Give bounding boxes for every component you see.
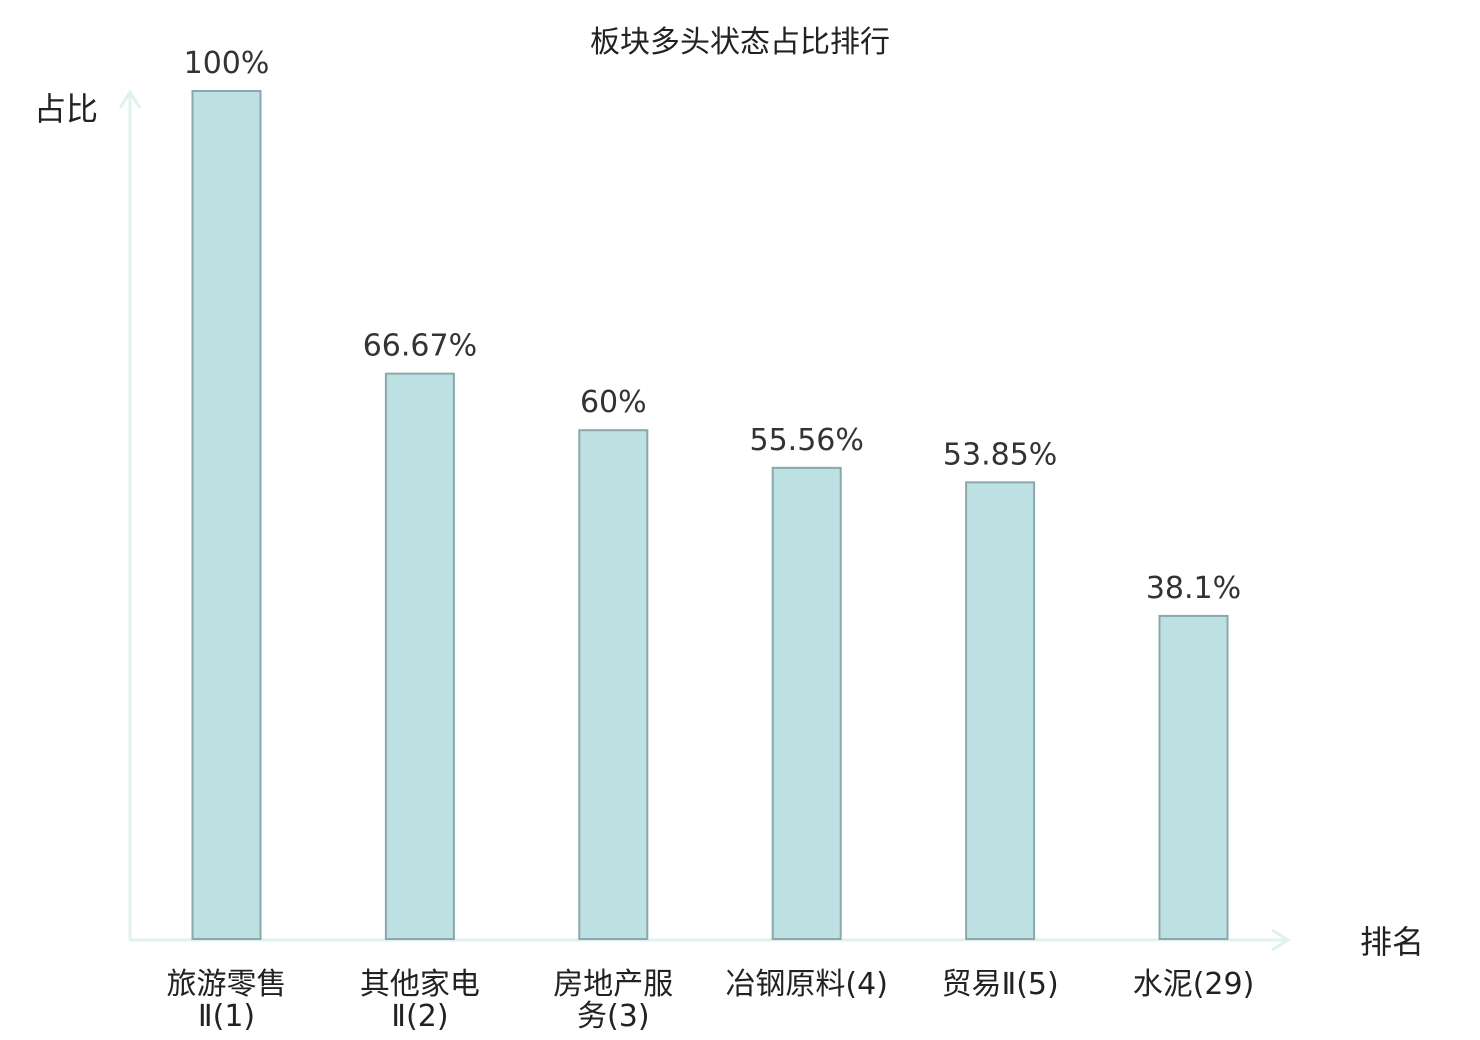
bars-group [191, 90, 1229, 940]
category-label-line: Ⅱ(1) [198, 999, 255, 1034]
category-label-line: 水泥(29) [1133, 967, 1255, 1002]
value-label-2: 66.67% [363, 329, 477, 364]
category-label-line: 其他家电 [360, 967, 480, 1002]
chart-title: 板块多头状态占比排行 [590, 25, 890, 60]
bar-6 [1158, 614, 1229, 940]
value-label-1: 100% [184, 46, 270, 81]
value-label-3: 60% [580, 385, 647, 420]
category-label-6: 水泥(29) [1133, 967, 1255, 1002]
category-label-line: 房地产服 [553, 967, 673, 1002]
category-label-3: 房地产服务(3) [553, 967, 673, 1034]
category-label-line: 冶钢原料(4) [725, 967, 888, 1002]
category-label-1: 旅游零售 Ⅱ(1) [167, 967, 287, 1034]
category-labels-group: 旅游零售 Ⅱ(1) 其他家电 Ⅱ(2) 房地产服务(3) 冶钢原料(4) 贸易Ⅱ(5) 水泥(… [167, 967, 1255, 1034]
category-label-2: 其他家电 Ⅱ(2) [360, 967, 480, 1034]
category-label-4: 冶钢原料(4) [725, 967, 888, 1002]
value-label-5: 53.85% [943, 437, 1057, 472]
bar-3 [578, 429, 649, 940]
y-axis-arrow [118, 89, 142, 109]
value-label-4: 55.56% [750, 423, 864, 458]
category-label-line: 贸易Ⅱ(5) [941, 967, 1058, 1002]
bar-1 [191, 90, 262, 940]
bar-5 [965, 481, 1036, 940]
bar-2 [384, 372, 455, 940]
bar-4 [771, 466, 842, 940]
y-axis-label: 占比 [34, 90, 98, 128]
x-axis-arrow [1271, 928, 1291, 952]
value-label-6: 38.1% [1146, 571, 1241, 606]
category-label-line: 旅游零售 [167, 967, 287, 1002]
category-label-line: Ⅱ(2) [391, 999, 448, 1034]
value-labels-group: 100% 66.67% 60% 55.56% 53.85% 38.1% [184, 46, 1242, 606]
category-label-5: 贸易Ⅱ(5) [941, 967, 1058, 1002]
category-label-line: 务(3) [577, 999, 650, 1034]
x-axis-label: 排名 [1360, 923, 1424, 961]
